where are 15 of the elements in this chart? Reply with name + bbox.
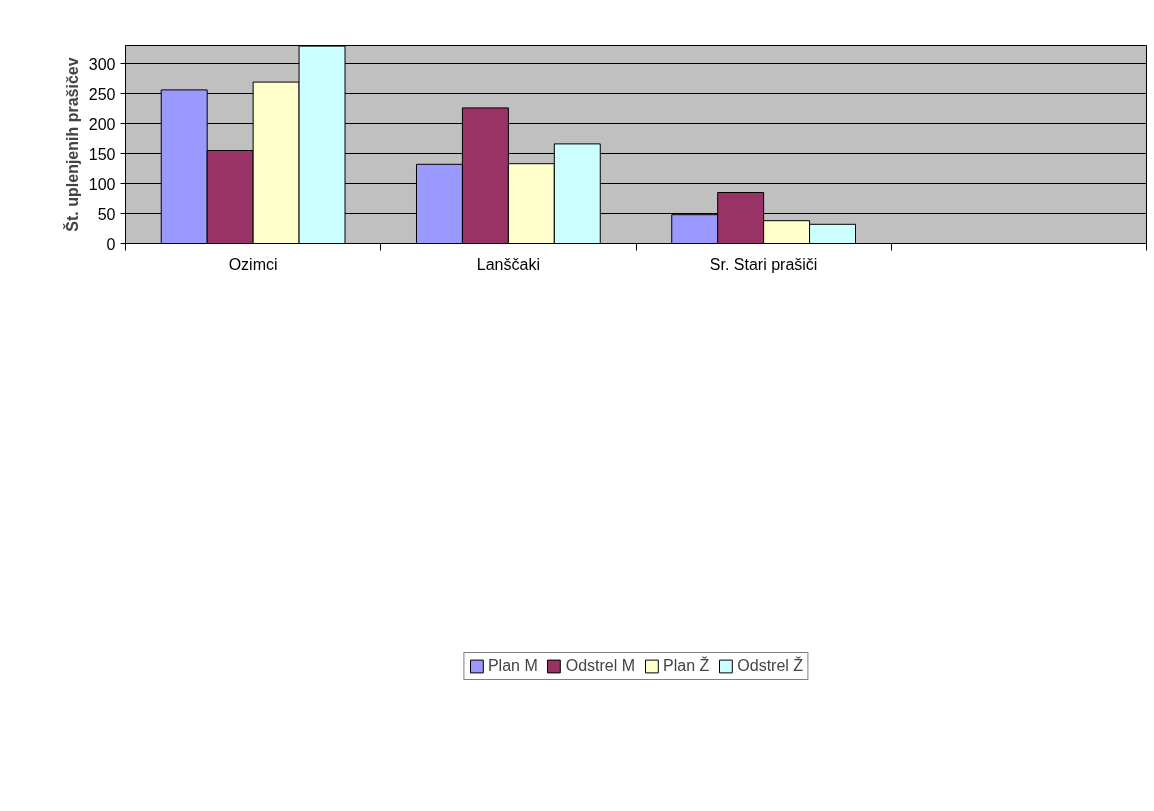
y-tick-label: 50 (97, 205, 116, 223)
legend-label: Plan Ž (663, 656, 710, 675)
y-tick-label: 300 (88, 55, 116, 73)
y-tick-label: 250 (88, 85, 116, 103)
legend-label: Odstrel M (565, 656, 636, 675)
x-tick-label: Ozimci (228, 255, 278, 273)
legend-label: Odstrel Ž (737, 656, 804, 675)
y-tick-label: 0 (106, 235, 116, 253)
x-tick-label: Sr. Stari prašiči (709, 255, 818, 273)
y-tick-label: 200 (88, 115, 116, 133)
y-axis-title: Št. uplenjenih prašičev (62, 57, 81, 232)
y-tick-label: 150 (88, 145, 116, 163)
x-tick-label: Lanščaki (476, 255, 540, 273)
legend-label: Plan M (487, 656, 538, 675)
y-tick-label: 100 (88, 175, 116, 193)
